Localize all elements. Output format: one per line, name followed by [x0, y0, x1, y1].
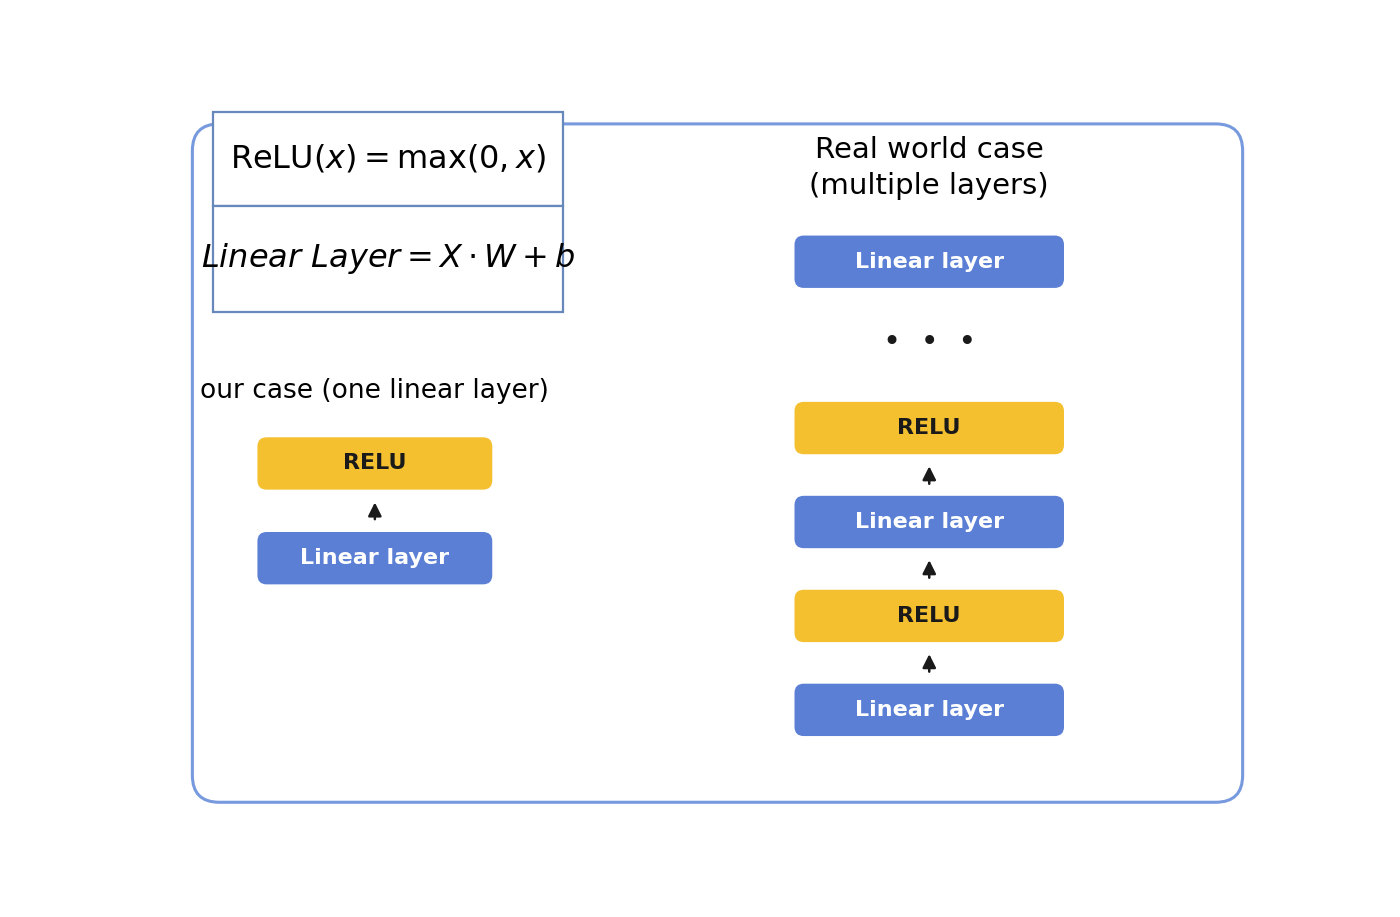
Text: RELU: RELU: [343, 454, 406, 473]
FancyBboxPatch shape: [192, 124, 1243, 802]
FancyBboxPatch shape: [794, 684, 1064, 736]
FancyBboxPatch shape: [794, 236, 1064, 288]
FancyBboxPatch shape: [794, 590, 1064, 642]
Text: Linear layer: Linear layer: [300, 548, 449, 569]
Text: Linear layer: Linear layer: [854, 252, 1004, 271]
FancyBboxPatch shape: [794, 496, 1064, 548]
FancyBboxPatch shape: [213, 205, 563, 312]
FancyBboxPatch shape: [794, 402, 1064, 454]
Text: our case (one linear layer): our case (one linear layer): [200, 378, 549, 404]
Text: $\mathrm{ReLU}(x) = \max(0, x)$: $\mathrm{ReLU}(x) = \max(0, x)$: [231, 142, 546, 174]
Text: RELU: RELU: [897, 418, 960, 438]
FancyBboxPatch shape: [258, 532, 493, 584]
Text: RELU: RELU: [897, 606, 960, 626]
Text: $\mathit{Linear\ Layer} = X \cdot W + b$: $\mathit{Linear\ Layer} = X \cdot W + b$: [202, 241, 575, 276]
Text: Linear layer: Linear layer: [854, 700, 1004, 720]
FancyBboxPatch shape: [213, 112, 563, 205]
Text: Real world case
(multiple layers): Real world case (multiple layers): [809, 136, 1049, 200]
Text: •  •  •: • • •: [882, 328, 976, 357]
Text: Linear layer: Linear layer: [854, 512, 1004, 532]
FancyBboxPatch shape: [258, 437, 493, 490]
